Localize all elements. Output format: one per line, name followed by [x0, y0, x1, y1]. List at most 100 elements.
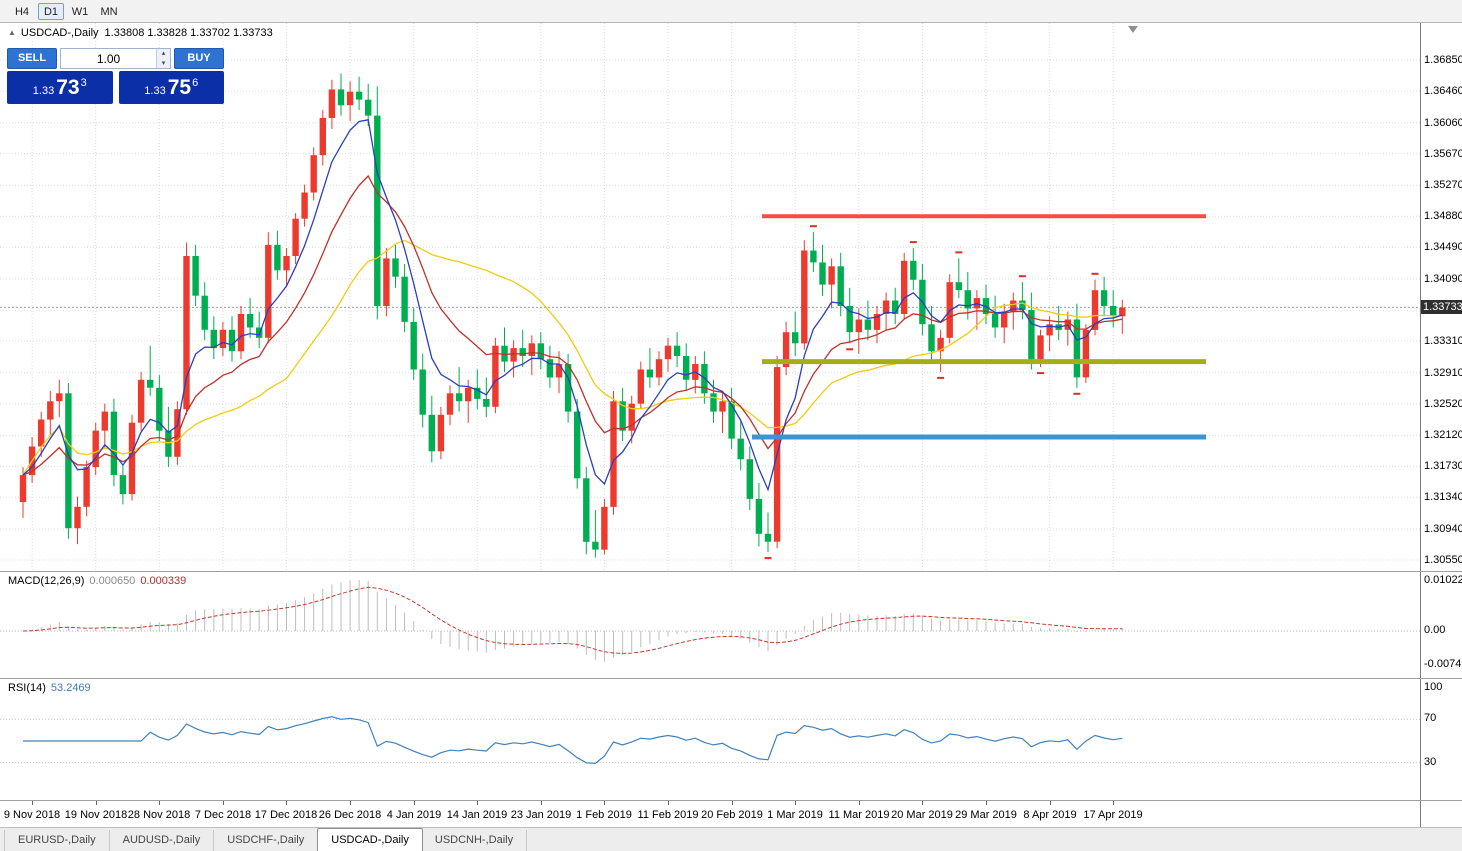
chart-tab-bar: EURUSD-,Daily AUDUSD-,Daily USDCHF-,Dail… [0, 827, 1462, 851]
horizontal-lines [752, 214, 1206, 440]
date-tick [732, 801, 733, 805]
price-label: 1.34090 [1424, 273, 1462, 285]
sell-price-main: 73 [56, 75, 80, 99]
price-label: 1.30940 [1424, 523, 1462, 535]
tab-usdcad[interactable]: USDCAD-,Daily [317, 828, 423, 851]
date-label: 20 Feb 2019 [701, 809, 763, 821]
price-label: 1.31340 [1424, 491, 1462, 503]
price-label: 1.35670 [1424, 148, 1462, 160]
macd-signal-value: 0.000339 [140, 575, 187, 587]
date-label: 4 Jan 2019 [386, 809, 442, 821]
date-axis[interactable]: 9 Nov 2018 19 Nov 2018 28 Nov 2018 7 Dec 20… [0, 800, 1462, 827]
chart-title: ▲ USDCAD-,Daily 1.33808 1.33828 1.33702 1.… [8, 27, 273, 39]
rsi-chart[interactable] [0, 679, 1462, 800]
timeframe-h4[interactable]: H4 [14, 5, 30, 18]
date-label: 17 Dec 2018 [254, 809, 318, 821]
volume-up-arrow-icon[interactable]: ▴ [157, 49, 170, 59]
volume-spinner: ▴ ▾ [156, 49, 170, 68]
tab-usdcnh[interactable]: USDCNH-,Daily [422, 830, 528, 851]
rsi-label: RSI(14) 53.2469 [8, 682, 91, 694]
rsi-scale-axis: 100 70 30 [1420, 679, 1462, 800]
macd-scale-min: -0.007477 [1424, 658, 1462, 670]
date-tick [414, 801, 415, 805]
date-tick [986, 801, 987, 805]
date-label: 7 Dec 2018 [194, 809, 252, 821]
date-tick [477, 801, 478, 805]
price-label: 1.32120 [1424, 429, 1462, 441]
candlestick-chart[interactable] [0, 23, 1462, 571]
date-label: 14 Jan 2019 [446, 809, 508, 821]
buy-button[interactable]: BUY [174, 48, 224, 69]
rsi-scale-70: 70 [1424, 712, 1437, 724]
price-label: 1.32910 [1424, 367, 1462, 379]
timeframe-toolbar: H4 D1 W1 MN [0, 0, 1462, 23]
one-click-collapse-icon[interactable]: ▲ [8, 28, 16, 37]
macd-name: MACD(12,26,9) [8, 575, 85, 587]
rsi-value: 53.2469 [50, 682, 91, 694]
date-tick [922, 801, 923, 805]
date-label: 11 Mar 2019 [828, 809, 890, 821]
buy-price-pipette: 6 [192, 76, 199, 89]
macd-histogram [31, 580, 1123, 662]
date-label: 28 Nov 2018 [127, 809, 191, 821]
macd-signal-line [22, 586, 1123, 654]
date-label: 1 Mar 2019 [767, 809, 823, 821]
price-axis[interactable]: 1.36850 1.36460 1.36060 1.35670 1.35270 1.348… [1420, 23, 1462, 571]
macd-chart[interactable] [0, 572, 1462, 678]
rsi-scale-100: 100 [1424, 681, 1443, 693]
date-label: 8 Apr 2019 [1023, 809, 1077, 821]
date-label: 29 Mar 2019 [955, 809, 1017, 821]
volume-control: ▴ ▾ [60, 48, 171, 69]
buy-price-display[interactable]: 1.33 75 6 [118, 71, 224, 104]
sell-button[interactable]: SELL [7, 48, 57, 69]
date-tick [96, 801, 97, 805]
sell-price-pipette: 3 [80, 76, 87, 89]
date-label: 20 Mar 2019 [891, 809, 953, 821]
macd-panel: MACD(12,26,9) 0.000650 0.000339 0.010229 0… [0, 571, 1462, 678]
grid [0, 23, 1420, 571]
date-tick [604, 801, 605, 805]
price-label: 1.35270 [1424, 179, 1462, 191]
macd-label: MACD(12,26,9) 0.000650 0.000339 [8, 575, 186, 587]
rsi-line [23, 716, 1123, 765]
date-tick [350, 801, 351, 805]
rsi-panel: RSI(14) 53.2469 100 70 30 [0, 678, 1462, 800]
main-chart-panel: ▲ USDCAD-,Daily 1.33808 1.33828 1.33702 1.… [0, 23, 1462, 571]
date-tick [541, 801, 542, 805]
price-label: 1.36060 [1424, 117, 1462, 129]
price-label: 1.34880 [1424, 210, 1462, 222]
price-label: 1.31730 [1424, 460, 1462, 472]
date-tick [859, 801, 860, 805]
date-label: 9 Nov 2018 [3, 809, 61, 821]
timeframe-w1[interactable]: W1 [71, 5, 89, 18]
price-label: 1.36460 [1424, 85, 1462, 97]
date-tick [223, 801, 224, 805]
price-label: 1.36850 [1424, 54, 1462, 66]
axis-corner [1420, 801, 1462, 827]
buy-price-main: 75 [167, 75, 192, 99]
timeframe-d1[interactable]: D1 [38, 2, 64, 20]
macd-scale-zero: 0.00 [1424, 624, 1446, 636]
tab-usdchf[interactable]: USDCHF-,Daily [214, 830, 319, 851]
tab-audusd[interactable]: AUDUSD-,Daily [110, 830, 215, 851]
fractal-markers [764, 225, 1099, 560]
price-label: 1.32520 [1424, 398, 1462, 410]
date-tick [286, 801, 287, 805]
sell-price-display[interactable]: 1.33 73 3 [7, 71, 113, 104]
price-label: 1.33310 [1424, 335, 1462, 347]
date-tick [1050, 801, 1051, 805]
tab-eurusd[interactable]: EURUSD-,Daily [4, 830, 110, 851]
rsi-scale-30: 30 [1424, 756, 1437, 768]
volume-down-arrow-icon[interactable]: ▾ [157, 58, 170, 68]
date-label: 26 Dec 2018 [318, 809, 382, 821]
date-tick [668, 801, 669, 805]
date-label: 19 Nov 2018 [64, 809, 128, 821]
macd-scale-max: 0.010229 [1424, 574, 1462, 586]
date-tick [1113, 801, 1114, 805]
ohlc-values: 1.33808 1.33828 1.33702 1.33733 [104, 27, 273, 39]
chart-shift-marker[interactable] [1128, 26, 1138, 33]
date-tick [159, 801, 160, 805]
macd-main-value: 0.000650 [89, 575, 136, 587]
timeframe-mn[interactable]: MN [100, 5, 118, 18]
volume-input[interactable] [61, 49, 156, 68]
